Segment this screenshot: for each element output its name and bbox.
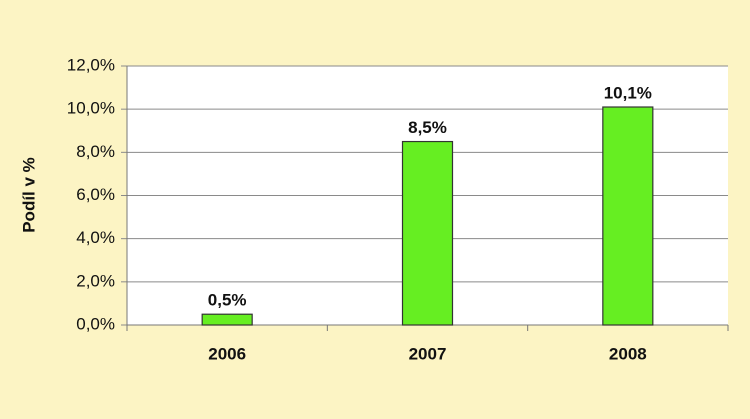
y-tick-label: 0,0% bbox=[76, 314, 115, 333]
bar bbox=[401, 140, 454, 326]
bar bbox=[201, 313, 253, 326]
data-label: 10,1% bbox=[604, 83, 652, 102]
y-axis-title: Podíl v % bbox=[19, 157, 38, 233]
data-label: 8,5% bbox=[408, 118, 447, 137]
x-tick-label: 2006 bbox=[208, 344, 246, 363]
data-label: 0,5% bbox=[208, 291, 247, 310]
y-tick-label: 10,0% bbox=[67, 99, 115, 118]
bar bbox=[602, 106, 654, 326]
x-tick-label: 2008 bbox=[609, 344, 647, 363]
y-tick-label: 8,0% bbox=[76, 142, 115, 161]
y-tick-label: 6,0% bbox=[76, 185, 115, 204]
y-tick-label: 2,0% bbox=[76, 271, 115, 290]
x-tick-label: 2007 bbox=[409, 344, 447, 363]
y-tick-label: 4,0% bbox=[76, 228, 115, 247]
y-tick-label: 12,0% bbox=[67, 55, 115, 74]
